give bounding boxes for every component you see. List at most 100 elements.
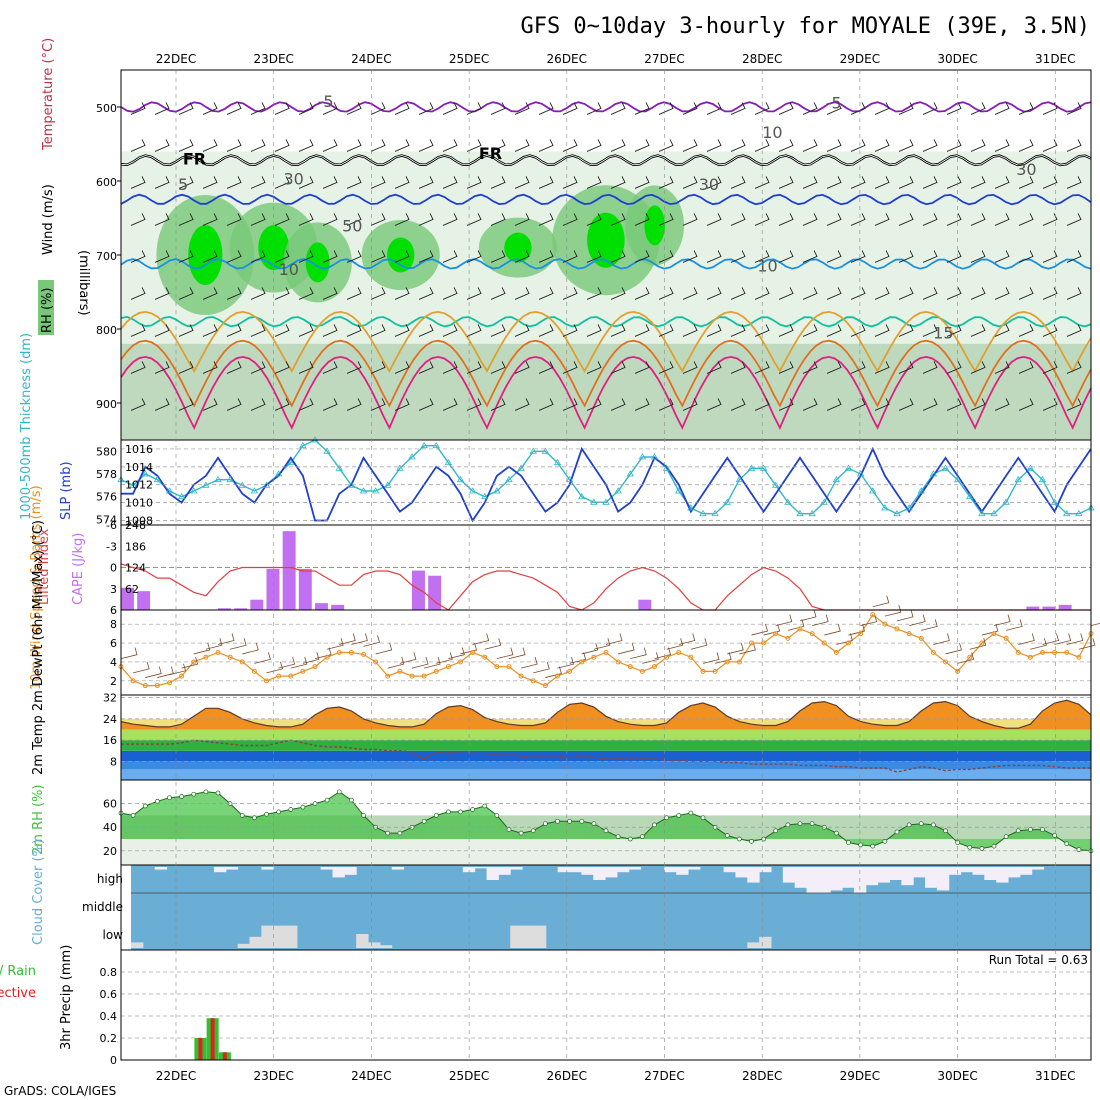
wind-barb <box>490 102 506 115</box>
wind-barb <box>802 102 818 115</box>
wind-barb <box>178 398 194 411</box>
wind-barb <box>610 287 626 300</box>
isotherm-line <box>120 355 1092 430</box>
wind-barb <box>562 250 578 263</box>
wind-barb <box>802 213 818 226</box>
wind-barb <box>802 287 818 300</box>
wind-barb <box>754 398 770 411</box>
wind-barb <box>562 102 578 115</box>
wind-barb <box>250 102 266 115</box>
cloud-clear-high <box>889 867 902 880</box>
rh2m-point <box>421 818 427 824</box>
wind-barb <box>605 633 623 645</box>
run-total-label: Run Total = 0.63 <box>989 953 1088 967</box>
wind-barb <box>1018 361 1034 374</box>
thickness-point <box>590 498 598 505</box>
wind-barb <box>970 324 986 337</box>
wind-barb <box>1018 398 1034 411</box>
cape-bar <box>266 568 280 610</box>
wind-barb <box>202 287 218 300</box>
wind-barb <box>850 139 866 152</box>
date-label-bottom: 26DEC <box>547 1069 587 1083</box>
cloud-clear-high <box>960 867 973 873</box>
date-label-bottom: 25DEC <box>449 1069 489 1083</box>
thickness-point <box>820 498 828 505</box>
wind-speed-point <box>227 654 233 660</box>
wind-barb <box>826 287 842 300</box>
wind-speed-point <box>615 659 621 665</box>
wind-barb <box>490 361 506 374</box>
wind-barb <box>586 287 602 300</box>
wind-barb <box>202 398 218 411</box>
wind-barb <box>945 642 962 655</box>
wind-barb <box>994 176 1010 189</box>
wind-speed-point <box>785 635 791 641</box>
thickness-point <box>1002 498 1010 505</box>
wind-barb <box>538 139 554 152</box>
cloud-clear-high <box>723 867 736 873</box>
wind-barb <box>436 652 453 664</box>
wind-barb <box>969 638 987 650</box>
wind-barb <box>581 642 599 655</box>
wind-barb <box>787 619 805 631</box>
wind-barb <box>322 102 338 115</box>
wind-barb <box>730 287 746 300</box>
wind-speed-point <box>1076 654 1082 660</box>
thickness-point <box>759 464 768 471</box>
wind-speed-point <box>397 668 403 674</box>
wind-barb <box>562 361 578 374</box>
wind-barb <box>898 139 914 152</box>
rh2m-point <box>215 790 221 796</box>
wind-barb <box>346 324 362 337</box>
wind-speed-point <box>458 659 463 665</box>
rh2m-point <box>252 815 257 821</box>
wind-barb <box>278 657 296 669</box>
wind-speed-point <box>167 680 172 686</box>
y-tick-label: 500 <box>96 102 117 115</box>
wind-barb <box>874 324 890 337</box>
rh-blob-core <box>644 205 665 246</box>
cloud-clear-high <box>593 867 606 880</box>
rh2m-point <box>700 815 706 821</box>
wind-barb <box>730 102 746 115</box>
cloud-clear-low <box>379 945 393 948</box>
wind-barb <box>946 139 962 152</box>
wind-speed-point <box>470 650 476 655</box>
wind-barb <box>226 213 242 226</box>
wind-barb <box>370 398 386 411</box>
wind-barb <box>994 250 1010 263</box>
wind-barb <box>682 324 698 337</box>
wind-barb <box>898 176 914 189</box>
wind-barb <box>1066 176 1082 189</box>
thickness-point <box>408 453 416 460</box>
cloud-clear-high <box>474 867 488 869</box>
thickness-point <box>1050 498 1059 505</box>
right-tick-label: 62 <box>125 583 139 596</box>
isotherm-line <box>120 315 1092 328</box>
thickness-point <box>553 458 562 466</box>
wind-barb <box>1066 139 1082 152</box>
temperature-panel <box>120 697 1092 780</box>
wind-speed-point <box>276 673 282 679</box>
thickness-point <box>808 509 816 517</box>
wind-barb <box>538 250 554 263</box>
cloud-clear-high <box>688 867 701 870</box>
left-tick-label: -6 <box>106 519 117 532</box>
y-tick-label: 60 <box>103 798 117 811</box>
wind-barb <box>898 324 914 337</box>
wind-barb <box>394 287 410 300</box>
wind-barb <box>586 398 602 411</box>
rh2m-point <box>761 836 766 842</box>
thickness-point <box>505 475 513 483</box>
wind-barb <box>346 139 362 152</box>
wind-barb <box>130 361 146 374</box>
date-label-bottom: 22DEC <box>156 1069 196 1083</box>
thickness-point <box>1026 464 1035 471</box>
date-label-bottom: 31DEC <box>1035 1069 1075 1083</box>
thickness-point <box>565 475 574 483</box>
contour-label: 30 <box>699 175 719 194</box>
wind-barb <box>274 398 290 411</box>
wind-speed-point <box>336 650 342 655</box>
contour-label: 30 <box>283 170 303 189</box>
